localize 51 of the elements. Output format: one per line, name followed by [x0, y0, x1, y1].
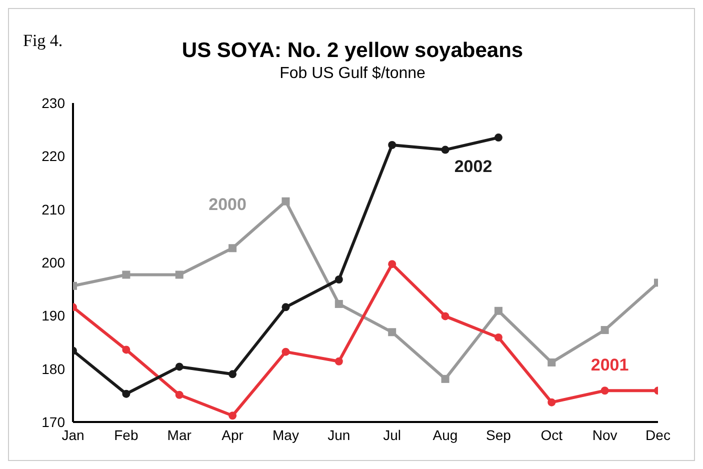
point: [334, 276, 343, 284]
chart-title: US SOYA: No. 2 yellow soyabeans: [182, 39, 524, 62]
point: [388, 260, 396, 268]
point: [334, 357, 343, 366]
point: [122, 270, 130, 279]
point: [122, 390, 130, 398]
chart-subtitle: Fob US Gulf $/tonne: [278, 65, 426, 83]
y-tick-label: 210: [42, 201, 66, 218]
point: [282, 197, 290, 206]
series-label: 2001: [590, 356, 629, 375]
y-tick-label: 180: [42, 360, 66, 377]
point: [494, 333, 502, 342]
point: [334, 300, 343, 308]
x-tick-label: Jun: [328, 426, 350, 443]
y-tick-label: 190: [42, 308, 66, 324]
series-label: 2002: [454, 156, 492, 176]
point: [548, 358, 556, 366]
point: [282, 303, 290, 312]
point: [175, 390, 184, 399]
point: [494, 134, 502, 142]
y-tick-label: 230: [42, 94, 66, 111]
point: [228, 370, 237, 378]
x-tick-label: Dec: [646, 426, 670, 443]
point: [175, 362, 184, 371]
point: [441, 312, 450, 320]
point: [441, 146, 450, 154]
point: [388, 141, 396, 149]
y-tick-label: 200: [42, 254, 66, 270]
point: [441, 374, 450, 383]
point: [175, 270, 184, 279]
x-tick-label: Feb: [114, 426, 138, 443]
x-tick-label: Nov: [592, 426, 618, 443]
x-tick-label: Sep: [486, 426, 512, 443]
x-tick-label: Oct: [540, 426, 563, 443]
x-tick-label: Aug: [432, 426, 458, 443]
point: [122, 346, 130, 354]
point: [388, 328, 396, 336]
series-label: 2000: [208, 195, 246, 214]
x-tick-label: Apr: [222, 426, 244, 443]
point: [600, 326, 609, 334]
x-tick-label: May: [272, 426, 299, 443]
point: [494, 306, 502, 315]
point: [600, 386, 609, 395]
y-tick-label: 220: [42, 148, 66, 164]
point: [282, 348, 290, 356]
point: [228, 412, 237, 420]
x-tick-label: Mar: [167, 426, 192, 443]
point: [228, 244, 237, 252]
point: [548, 398, 556, 406]
caption: Fig 4.: [23, 31, 63, 51]
x-tick-label: Jul: [383, 426, 402, 443]
